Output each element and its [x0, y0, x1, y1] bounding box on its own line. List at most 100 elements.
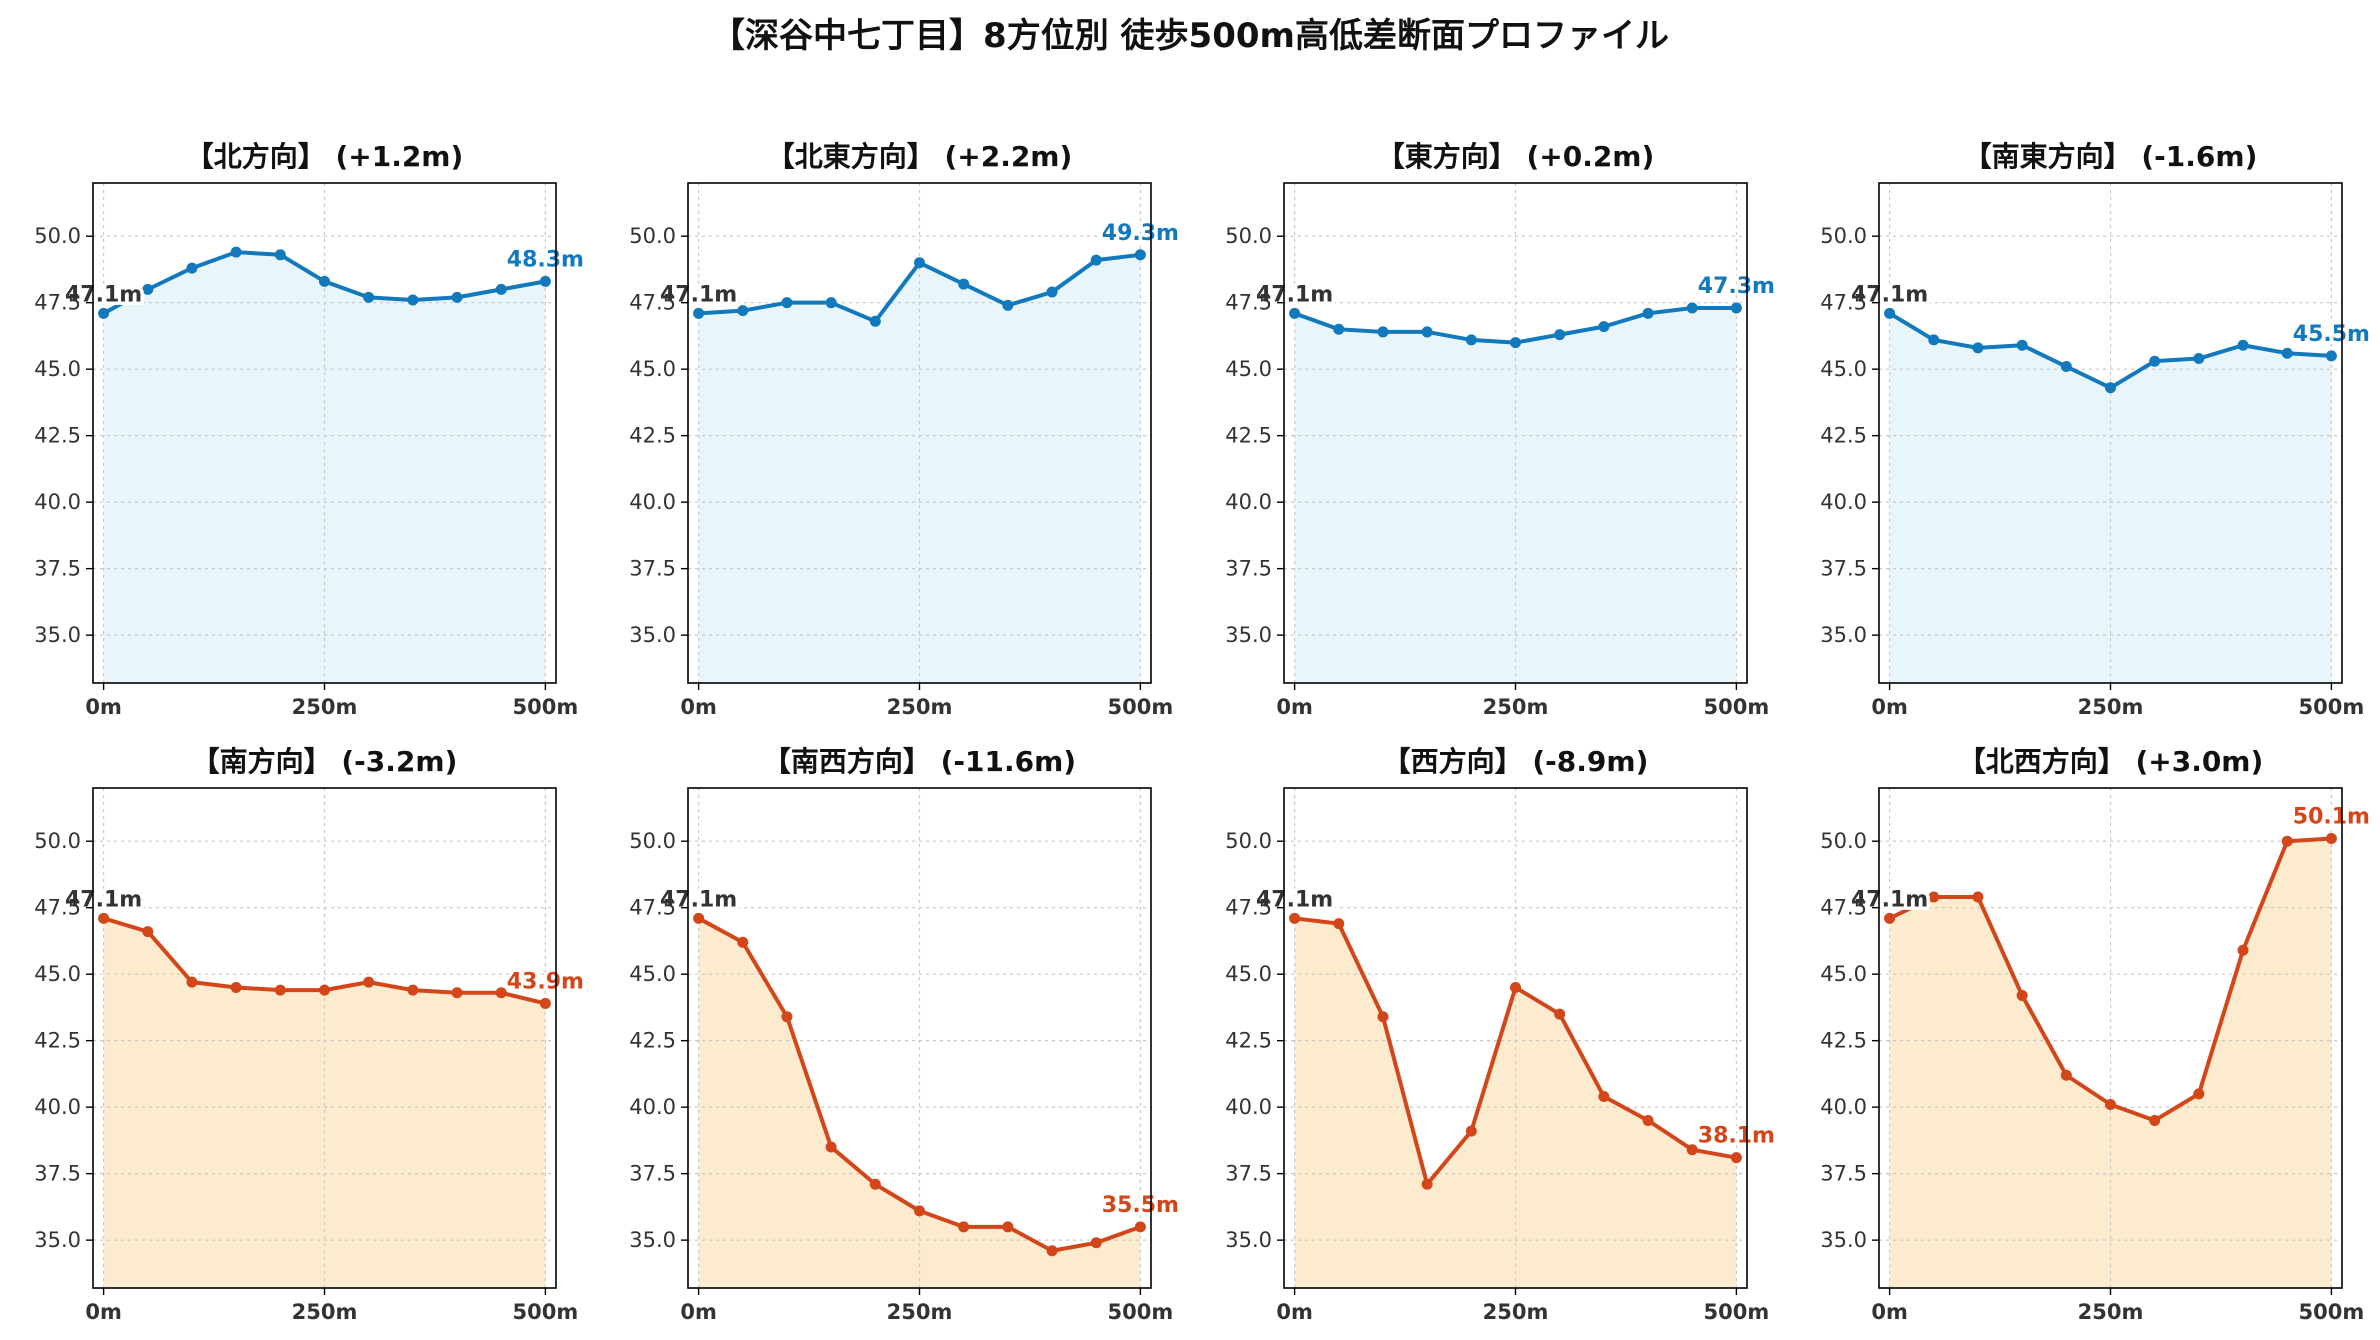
data-point — [1090, 254, 1102, 266]
data-point — [1377, 326, 1389, 338]
y-tick-label: 45.0 — [1225, 357, 1272, 381]
y-tick-label: 47.5 — [1820, 896, 1867, 920]
panel-title: 【北西方向】 (+3.0m) — [1958, 745, 2264, 778]
x-tick-label: 0m — [1871, 1300, 1908, 1324]
y-tick-label: 42.5 — [1820, 424, 1867, 448]
y-tick-label: 35.0 — [629, 1228, 676, 1252]
data-point — [142, 926, 154, 938]
data-point — [1554, 1008, 1566, 1020]
data-point — [869, 315, 881, 327]
data-point — [869, 1178, 881, 1190]
chart-panel: 【北西方向】 (+3.0m) 47.1m 50.1m 35.0 37.5 40.0 42.5… — [1820, 745, 2373, 1324]
x-tick-label: 0m — [1871, 695, 1908, 719]
data-point — [2105, 382, 2116, 394]
data-point — [319, 984, 330, 996]
x-tick-label: 500m — [2299, 695, 2365, 719]
y-tick-label: 42.5 — [34, 424, 81, 448]
start-elevation-label: 47.1m — [1256, 282, 1333, 307]
data-point — [2016, 339, 2028, 351]
chart-main-title: 【深谷中七丁目】8方位別 徒歩500m高低差断面プロファイル — [711, 16, 1669, 56]
y-tick-label: 35.0 — [1225, 623, 1272, 647]
data-point — [693, 307, 705, 319]
data-point — [1510, 337, 1521, 349]
data-point — [2060, 361, 2072, 373]
y-tick-label: 47.5 — [34, 291, 81, 315]
x-tick-label: 0m — [680, 695, 717, 719]
data-point — [1642, 1114, 1654, 1126]
y-tick-label: 40.0 — [1225, 490, 1272, 514]
y-tick-label: 37.5 — [1225, 1162, 1272, 1186]
y-tick-label: 45.0 — [34, 357, 81, 381]
data-point — [781, 1011, 793, 1023]
data-point — [1134, 249, 1146, 261]
panel-title: 【北東方向】 (+2.2m) — [767, 140, 1073, 173]
y-tick-label: 37.5 — [1820, 1162, 1867, 1186]
data-point — [1928, 334, 1940, 346]
y-tick-label: 45.0 — [629, 962, 676, 986]
y-tick-label: 35.0 — [1820, 1228, 1867, 1252]
chart-panel: 【北東方向】 (+2.2m) 47.1m 49.3m 35.0 37.5 40.0 42.5… — [629, 140, 1182, 719]
y-tick-label: 47.5 — [1225, 896, 1272, 920]
data-point — [781, 297, 793, 309]
start-elevation-label: 47.1m — [660, 887, 737, 912]
data-point — [1002, 299, 1014, 311]
profile-fill-area — [103, 252, 546, 684]
start-elevation-label: 47.1m — [1256, 887, 1333, 912]
panel-title: 【南東方向】 (-1.6m) — [1964, 140, 2258, 173]
data-point — [186, 262, 198, 274]
y-tick-label: 37.5 — [629, 1162, 676, 1186]
data-point — [451, 987, 463, 999]
end-elevation-label: 43.9m — [507, 969, 584, 994]
y-tick-label: 47.5 — [629, 291, 676, 315]
end-elevation-label: 48.3m — [507, 247, 584, 272]
y-tick-label: 37.5 — [34, 557, 81, 581]
data-point — [1554, 329, 1566, 341]
x-tick-label: 0m — [85, 695, 122, 719]
data-point — [1730, 1152, 1742, 1164]
data-point — [230, 981, 242, 993]
panel-title: 【西方向】 (-8.9m) — [1383, 745, 1649, 778]
data-point — [825, 297, 837, 309]
data-point — [2149, 1114, 2161, 1126]
y-tick-label: 45.0 — [1225, 962, 1272, 986]
data-point — [1090, 1237, 1102, 1249]
y-tick-label: 35.0 — [34, 623, 81, 647]
data-point — [914, 1205, 925, 1217]
end-elevation-label: 45.5m — [2293, 322, 2370, 347]
x-tick-label: 250m — [2078, 695, 2144, 719]
data-point — [958, 278, 970, 290]
data-point — [2281, 835, 2293, 847]
data-point — [274, 984, 286, 996]
y-tick-label: 50.0 — [34, 829, 81, 853]
data-point — [407, 984, 419, 996]
data-point — [495, 987, 507, 999]
x-tick-label: 0m — [680, 1300, 717, 1324]
x-tick-label: 500m — [1108, 1300, 1174, 1324]
data-point — [1465, 1125, 1477, 1137]
x-tick-label: 250m — [292, 1300, 358, 1324]
data-point — [1333, 918, 1345, 930]
data-point — [1421, 1178, 1433, 1190]
data-point — [2237, 339, 2249, 351]
panel-title: 【北方向】 (+1.2m) — [186, 140, 464, 173]
data-point — [2325, 350, 2337, 362]
x-tick-label: 500m — [513, 1300, 579, 1324]
y-tick-label: 50.0 — [1820, 829, 1867, 853]
x-tick-label: 250m — [887, 1300, 953, 1324]
y-tick-label: 40.0 — [1225, 1095, 1272, 1119]
data-point — [1598, 1091, 1610, 1103]
y-tick-label: 40.0 — [1820, 490, 1867, 514]
y-tick-label: 37.5 — [1820, 557, 1867, 581]
data-point — [1465, 334, 1477, 346]
data-point — [407, 294, 419, 306]
data-point — [1884, 912, 1896, 924]
y-tick-label: 50.0 — [34, 224, 81, 248]
y-tick-label: 42.5 — [629, 424, 676, 448]
x-tick-label: 250m — [1483, 695, 1549, 719]
y-tick-label: 37.5 — [629, 557, 676, 581]
data-point — [1928, 891, 1940, 903]
data-point — [2060, 1069, 2072, 1081]
data-point — [1510, 981, 1521, 993]
data-point — [737, 305, 749, 317]
